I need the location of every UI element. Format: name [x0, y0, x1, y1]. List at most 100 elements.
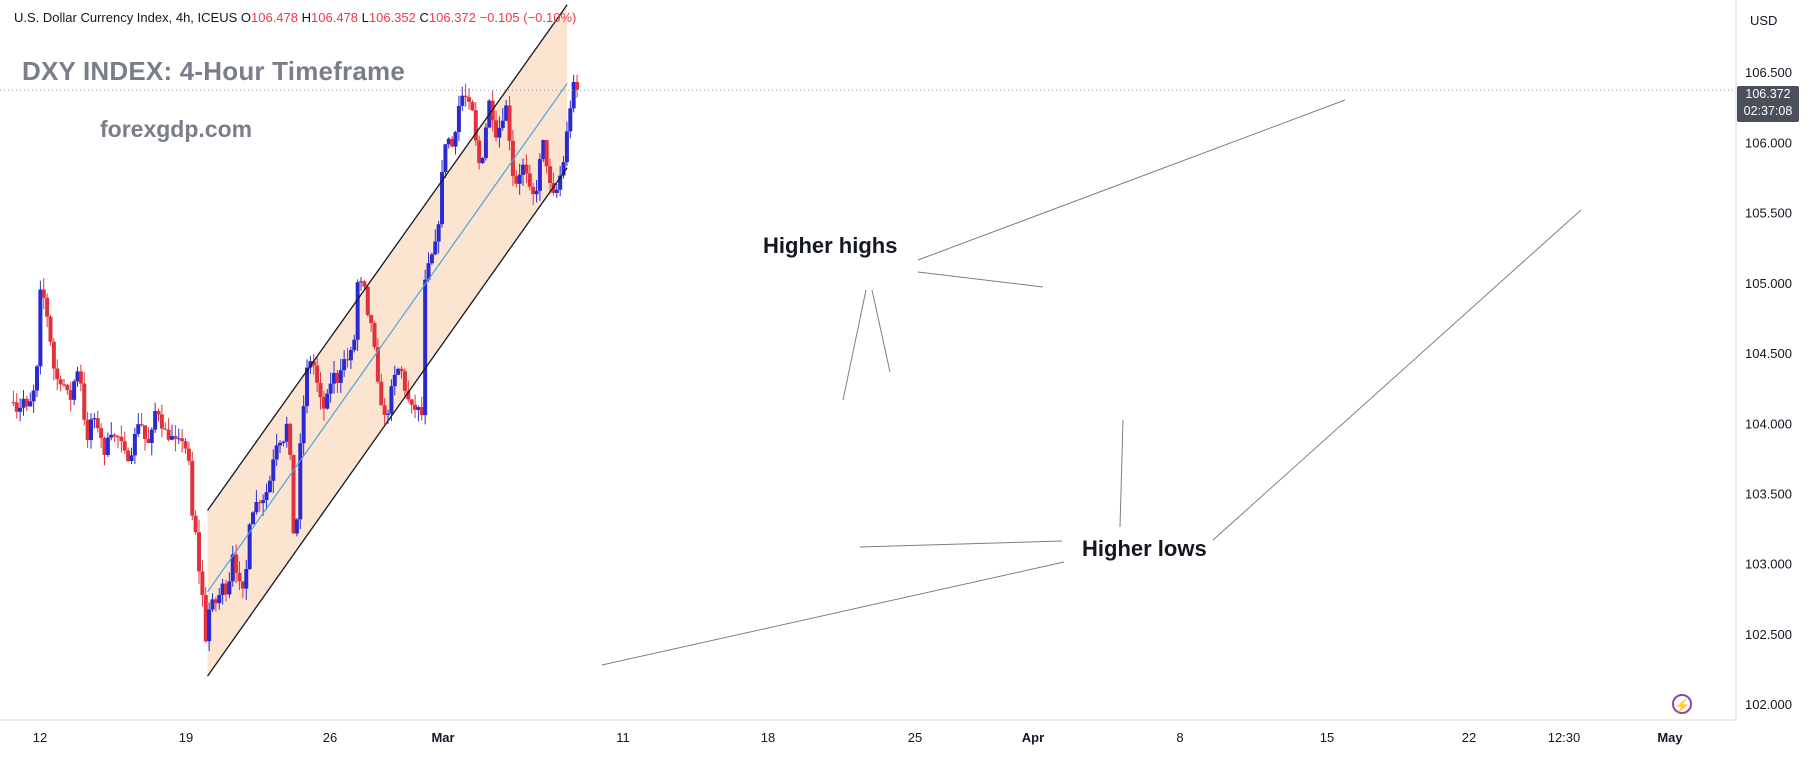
candle	[163, 422, 168, 431]
candle	[176, 428, 181, 445]
candle	[537, 153, 542, 201]
candle	[102, 436, 107, 466]
annotation-pointer	[601, 561, 1065, 666]
candle	[294, 518, 299, 537]
y-tick-label: 103.500	[1745, 487, 1792, 502]
y-tick-label: 104.500	[1745, 346, 1792, 361]
candle	[527, 164, 532, 191]
x-tick-label: 26	[323, 730, 337, 745]
candle	[240, 581, 245, 599]
candle	[291, 454, 296, 534]
candle	[68, 381, 73, 412]
candle	[342, 350, 347, 377]
candle	[105, 432, 110, 457]
candle	[298, 433, 303, 530]
candle	[237, 561, 242, 591]
candle	[116, 434, 121, 449]
candles	[11, 74, 580, 651]
annotation-pointer	[917, 271, 1044, 288]
lightning-icon[interactable]: ⚡	[1672, 694, 1692, 714]
candle	[85, 411, 90, 448]
candle	[78, 364, 83, 392]
y-tick-label: 104.000	[1745, 416, 1792, 431]
annotation-pointer	[1212, 209, 1582, 541]
candle	[473, 102, 478, 146]
annotation-pointer	[842, 289, 867, 401]
candle	[467, 88, 472, 110]
candle	[426, 252, 431, 283]
channel-lower-line[interactable]	[206, 167, 568, 677]
candle	[200, 560, 205, 607]
currency-label[interactable]: USD	[1750, 13, 1778, 28]
candle	[355, 279, 360, 352]
candle	[99, 423, 104, 448]
candle	[416, 405, 421, 422]
annotation-pointer	[859, 540, 1063, 548]
annotation-pointer	[1119, 419, 1124, 528]
candle	[267, 475, 272, 493]
high-value: 106.478	[311, 10, 359, 25]
y-tick-label: 105.000	[1745, 276, 1792, 291]
open-label: O	[240, 10, 251, 25]
candle	[31, 384, 36, 413]
candle	[224, 579, 229, 602]
open-value: 106.478	[251, 10, 298, 25]
candle	[18, 398, 23, 422]
candle	[62, 378, 67, 388]
candle	[48, 314, 53, 346]
candle	[561, 155, 566, 179]
candle	[514, 170, 519, 188]
candle	[197, 519, 202, 584]
candle	[399, 365, 404, 379]
candle	[325, 389, 330, 410]
candle	[139, 412, 144, 427]
chart-title: DXY INDEX: 4-Hour Timeframe	[22, 56, 405, 86]
candle	[24, 395, 29, 412]
candle	[507, 95, 512, 151]
candle	[504, 100, 509, 122]
candle	[335, 369, 340, 393]
candle	[558, 166, 563, 197]
candle	[375, 338, 380, 384]
channel-upper-line[interactable]	[206, 4, 568, 511]
candle	[460, 86, 465, 111]
candle	[72, 379, 77, 405]
candle	[548, 158, 553, 194]
candle	[382, 397, 387, 425]
channel-fill	[207, 4, 568, 677]
candle	[379, 373, 384, 406]
y-tick-label: 106.500	[1745, 65, 1792, 80]
candle	[389, 379, 394, 422]
candle	[55, 359, 60, 391]
candle	[359, 277, 364, 291]
candle	[89, 412, 94, 449]
candle	[278, 440, 283, 454]
candle	[51, 337, 56, 381]
annotation-pointer	[917, 99, 1346, 261]
candle	[207, 602, 212, 651]
candle	[288, 422, 293, 461]
candle	[58, 375, 63, 392]
x-tick-label: 12	[33, 730, 47, 745]
candle	[210, 593, 215, 612]
candle	[119, 425, 124, 453]
candle	[193, 510, 198, 535]
candle	[109, 422, 114, 441]
candle	[173, 425, 178, 452]
candle	[132, 427, 137, 465]
candle	[65, 384, 70, 395]
candle	[244, 559, 249, 600]
channel-mid-line[interactable]	[207, 83, 568, 593]
candle	[436, 220, 441, 254]
candle	[301, 395, 306, 456]
candle	[534, 180, 539, 203]
annotation-pointer	[871, 289, 891, 373]
candle	[419, 396, 424, 421]
candle	[284, 416, 289, 448]
last-price-value: 106.372	[1745, 87, 1791, 101]
candle	[402, 368, 407, 399]
candle	[271, 449, 276, 494]
candle	[190, 451, 195, 520]
